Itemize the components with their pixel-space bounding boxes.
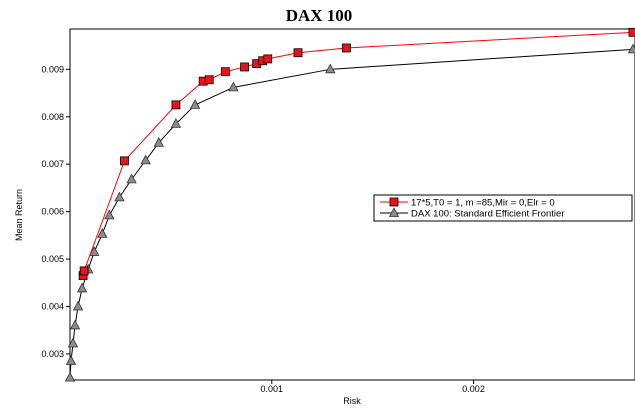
series-0 [78,27,635,281]
series-1 [64,43,635,382]
data-point [120,156,129,166]
data-point [325,63,336,74]
data-point [628,27,635,37]
series-line [82,31,634,276]
data-point [240,62,249,72]
y-tick-label: 0.008 [41,112,64,122]
y-tick-label: 0.007 [41,159,64,169]
y-tick-label: 0.003 [41,349,64,359]
data-point [140,154,151,165]
data-point [189,99,201,109]
legend-box [373,194,633,222]
data-point [69,319,81,330]
y-tick-label: 0.005 [41,254,64,264]
data-point [104,209,115,220]
data-point [228,81,239,92]
data-point [89,246,100,256]
data-point [67,337,79,348]
chart-title: DAX 100 [286,6,353,25]
data-point [114,191,125,202]
axes: 0.003 0.004 0.005 0.006 0.007 0.008 0.009 0.001… [41,64,484,394]
data-point [342,43,351,53]
data-point [79,266,89,276]
data-point [293,48,303,58]
data-point [76,282,88,293]
data-point [126,173,137,184]
data-point [170,118,182,128]
y-tick-label: 0.006 [41,207,64,217]
data-point [263,54,273,64]
legend-label: DAX 100: Standard Efficient Frontier [411,209,565,220]
legend-label: 17*5,T0 = 1, m =85,Mir = 0,Elr = 0 [411,198,555,209]
y-tick-label: 0.004 [41,301,64,311]
data-point [204,75,214,85]
y-tick-label: 0.009 [41,64,64,74]
x-tick-label: 0.002 [462,384,485,394]
x-axis-label: Risk [343,396,361,406]
data-point [64,371,76,382]
data-point [627,43,635,54]
legend-square-marker [389,197,399,207]
data-point [153,136,164,147]
y-axis-label: Mean Return [14,189,24,241]
data-point [65,355,77,365]
x-tick-label: 0.001 [261,384,284,394]
series-layer [64,27,635,382]
data-point [171,100,181,110]
data-point [220,67,230,77]
legend-triangle-marker [388,207,400,217]
data-point [97,228,108,238]
data-point [72,300,84,311]
